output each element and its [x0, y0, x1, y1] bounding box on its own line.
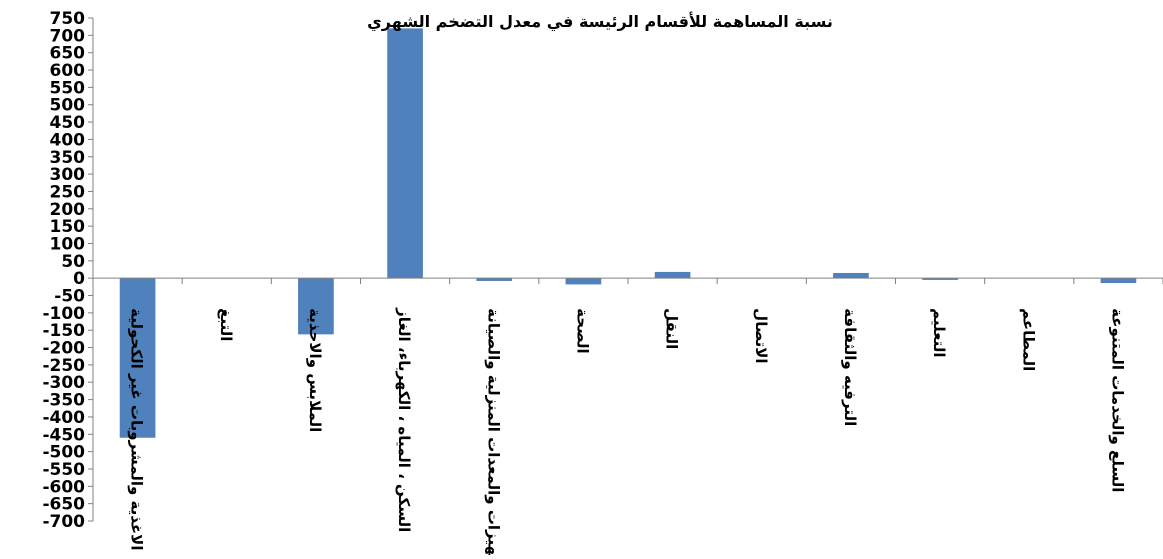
y-tick-label: -150 [42, 321, 85, 341]
category-label: التعليم [930, 308, 948, 357]
y-tick-label: -400 [42, 408, 85, 428]
bar [654, 271, 691, 279]
bar [119, 278, 156, 438]
bar [476, 278, 513, 281]
category-label: المطاعم [1019, 308, 1037, 371]
category-label: التبغ [217, 308, 235, 341]
y-tick-label: 600 [50, 61, 86, 81]
y-tick-label: -350 [42, 391, 85, 411]
y-tick-label: -200 [42, 339, 85, 359]
y-tick-label: 100 [50, 234, 86, 254]
category-label: التجهيزات والمعدات المنزلية والصيانة [484, 308, 502, 555]
category-labels: الاغذية والمشروبات غير الكحولية التبغ المل… [128, 307, 1127, 559]
y-tick-label: -550 [42, 460, 85, 480]
bar [565, 278, 602, 285]
y-tick-label: 300 [50, 165, 86, 185]
chart-title: نسبة المساهمة للأقسام الرئيسة في معدل ال… [367, 12, 833, 32]
y-tick-label: 200 [50, 200, 86, 220]
bar [833, 272, 869, 279]
y-tick-label: 750 [50, 9, 86, 29]
y-axis-ticks: 7507006506005505004504003503002502001501… [42, 9, 93, 532]
y-tick-label: 400 [50, 130, 86, 150]
category-label: الاتصال [752, 308, 770, 363]
bar [298, 278, 334, 335]
y-tick-label: 0 [73, 269, 85, 289]
category-label: الترفيه والثقافة [841, 308, 859, 426]
y-tick-label: -500 [42, 443, 85, 463]
axes-layer [92, 18, 1163, 521]
category-label: النقل [663, 308, 681, 349]
y-tick-label: -100 [42, 304, 85, 324]
y-tick-label: -250 [42, 356, 85, 376]
y-tick-label: -300 [42, 373, 85, 393]
bar [1100, 278, 1137, 284]
y-tick-label: 450 [50, 113, 86, 133]
y-tick-label: -600 [42, 477, 85, 497]
bars-layer [119, 28, 1137, 438]
y-tick-label: 50 [61, 252, 85, 272]
category-label: السكن ، المياه ، الكهرباء، الغاز [395, 307, 413, 532]
y-tick-label: 150 [50, 217, 86, 237]
y-tick-label: 700 [50, 26, 86, 46]
y-tick-label: -650 [42, 495, 85, 515]
bar [922, 278, 958, 280]
y-tick-label: -700 [42, 512, 85, 532]
category-label: الصحة [573, 308, 591, 353]
y-tick-label: -50 [54, 287, 85, 307]
y-tick-label: -450 [42, 425, 85, 445]
category-label: الاغذية والمشروبات غير الكحولية [128, 308, 146, 550]
y-tick-label: 350 [50, 148, 86, 168]
y-tick-label: 550 [50, 78, 86, 98]
bar [387, 28, 423, 279]
y-tick-label: 250 [50, 182, 86, 202]
y-tick-label: 650 [50, 44, 86, 64]
y-tick-label: 500 [50, 96, 86, 116]
category-label: الملابس والاحذية [306, 308, 324, 432]
category-label: السلع والخدمات المتنوعة [1108, 308, 1126, 492]
